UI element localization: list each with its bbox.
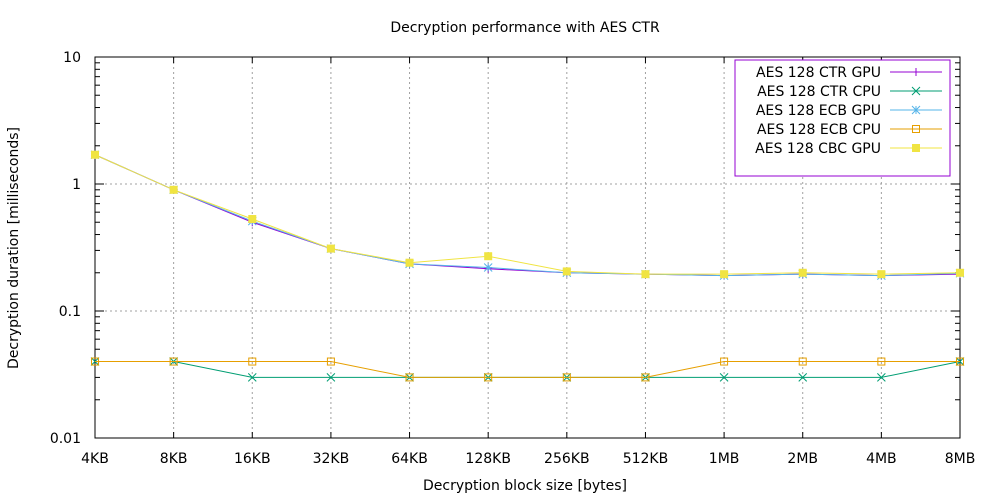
- x-axis-label: Decryption block size [bytes]: [423, 478, 627, 494]
- data-point: [248, 215, 257, 224]
- data-point: [641, 270, 650, 279]
- data-point: [169, 185, 178, 194]
- data-point: [405, 373, 414, 382]
- data-point: [91, 357, 99, 366]
- x-tick-label: 1MB: [709, 451, 740, 467]
- x-tick-label: 2MB: [787, 451, 818, 467]
- series-line: [94, 154, 961, 275]
- y-tick-label: 0.1: [59, 304, 81, 320]
- data-point: [483, 263, 493, 272]
- legend-marker: [911, 105, 921, 115]
- legend-marker: [911, 86, 921, 96]
- data-point: [877, 373, 886, 382]
- y-tick-label: 10: [63, 50, 81, 66]
- data-point: [956, 357, 964, 366]
- data-point: [405, 258, 414, 267]
- y-tick-label: 1: [72, 177, 81, 193]
- data-point: [798, 373, 808, 382]
- x-tick-label: 8MB: [945, 451, 976, 467]
- series-5: [91, 150, 964, 279]
- series-line: [94, 154, 961, 277]
- data-point: [247, 373, 257, 382]
- series-line: [95, 361, 960, 378]
- y-axis-label: Decryption duration [milliseconds]: [6, 127, 22, 369]
- x-tick-label: 32KB: [313, 451, 350, 467]
- data-point: [484, 252, 493, 261]
- legend-marker: [912, 144, 920, 152]
- x-tick-label: 8KB: [160, 451, 188, 467]
- legend-label: AES 128 CBC GPU: [755, 141, 881, 157]
- chart-title: Decryption performance with AES CTR: [390, 20, 660, 36]
- legend: AES 128 CTR GPU AES 128 CTR CPU AES 128 EC…: [734, 59, 951, 177]
- data-point: [641, 373, 650, 382]
- x-tick-label: 16KB: [234, 451, 271, 467]
- legend-label: AES 128 CTR GPU: [756, 65, 881, 81]
- data-point: [91, 150, 99, 159]
- legend-box: [734, 59, 951, 177]
- series-line: [95, 361, 961, 378]
- y-tick-label: 0.01: [50, 431, 81, 447]
- data-point: [956, 268, 964, 277]
- data-point: [326, 244, 335, 253]
- x-tick-label: 64KB: [391, 451, 428, 467]
- plot-border: [94, 56, 961, 439]
- legend-label: AES 128 ECB GPU: [756, 103, 881, 119]
- data-point: [562, 373, 571, 382]
- x-tick-label: 4KB: [81, 451, 109, 467]
- legend-label: AES 128 CTR CPU: [757, 84, 881, 100]
- axes: 4KB 8KB 16KB 32KB 64KB 128KB 256KB 512KB 1MB 2MB 4…: [50, 50, 975, 467]
- legend-marker: [912, 125, 920, 133]
- data-point: [719, 373, 729, 382]
- x-tick-label: 256KB: [544, 451, 590, 467]
- data-point: [326, 357, 335, 366]
- data-point: [484, 373, 493, 382]
- data-point: [562, 267, 571, 276]
- data-point: [877, 270, 886, 279]
- data-point: [720, 357, 729, 366]
- legend-marker: [912, 68, 920, 76]
- data-point: [248, 357, 257, 366]
- x-tick-label: 4MB: [866, 451, 897, 467]
- data-point: [798, 268, 807, 277]
- x-tick-label: 512KB: [623, 451, 669, 467]
- x-tick-label: 128KB: [465, 451, 511, 467]
- series-4: [91, 357, 964, 382]
- data-point: [326, 373, 336, 382]
- data-point: [877, 357, 886, 366]
- data-point: [169, 357, 178, 366]
- legend-label: AES 128 ECB CPU: [757, 122, 881, 138]
- data-point: [720, 270, 729, 279]
- series-group: [90, 150, 965, 382]
- data-point: [798, 357, 807, 366]
